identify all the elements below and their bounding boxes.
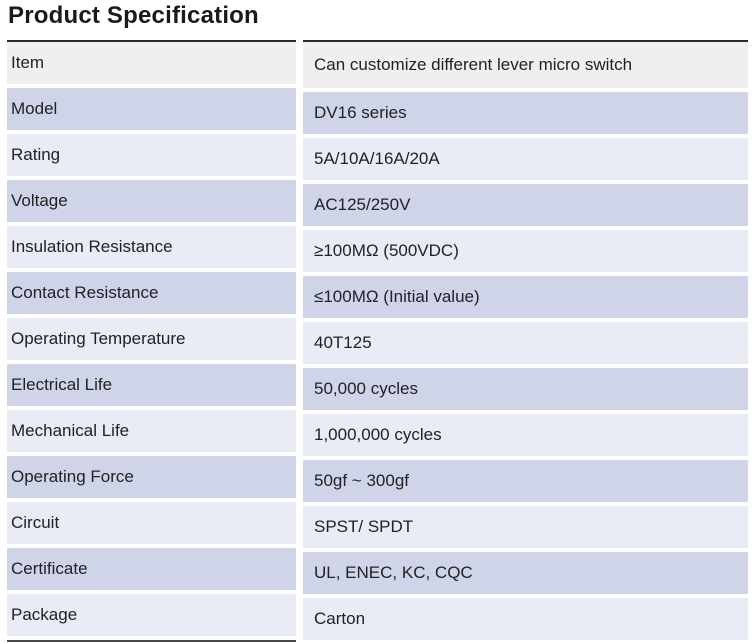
spec-value-voltage: AC125/250V (303, 184, 748, 226)
spec-label-operating-force: Operating Force (7, 456, 296, 498)
spec-label-contact-resistance: Contact Resistance (7, 272, 296, 314)
spec-value-model: DV16 series (303, 92, 748, 134)
spec-value-package: Carton (303, 598, 748, 640)
spec-label-voltage: Voltage (7, 180, 296, 222)
spec-value-certificate: UL, ENEC, KC, CQC (303, 552, 748, 594)
spec-value-insulation-resistance: ≥100MΩ (500VDC) (303, 230, 748, 272)
spec-label-rating: Rating (7, 134, 296, 176)
spec-label-electrical-life: Electrical Life (7, 364, 296, 406)
spec-value-mechanical-life: 1,000,000 cycles (303, 414, 748, 456)
spec-value-item: Can customize different lever micro swit… (303, 42, 748, 88)
spec-table-label-column: Item Model Rating Voltage Insulation Res… (7, 40, 296, 642)
spec-label-operating-temperature: Operating Temperature (7, 318, 296, 360)
spec-table-value-column: Can customize different lever micro swit… (303, 40, 748, 644)
spec-value-rating: 5A/10A/16A/20A (303, 138, 748, 180)
spec-label-insulation-resistance: Insulation Resistance (7, 226, 296, 268)
spec-value-operating-force: 50gf ~ 300gf (303, 460, 748, 502)
spec-label-circuit: Circuit (7, 502, 296, 544)
spec-value-circuit: SPST/ SPDT (303, 506, 748, 548)
spec-label-package: Package (7, 594, 296, 636)
spec-label-certificate: Certificate (7, 548, 296, 590)
spec-label-item: Item (7, 42, 296, 84)
spec-table: Item Model Rating Voltage Insulation Res… (7, 40, 748, 644)
spec-value-operating-temperature: 40T125 (303, 322, 748, 364)
page-title: Product Specification (8, 2, 259, 29)
spec-value-electrical-life: 50,000 cycles (303, 368, 748, 410)
spec-value-contact-resistance: ≤100MΩ (Initial value) (303, 276, 748, 318)
spec-label-mechanical-life: Mechanical Life (7, 410, 296, 452)
spec-label-model: Model (7, 88, 296, 130)
